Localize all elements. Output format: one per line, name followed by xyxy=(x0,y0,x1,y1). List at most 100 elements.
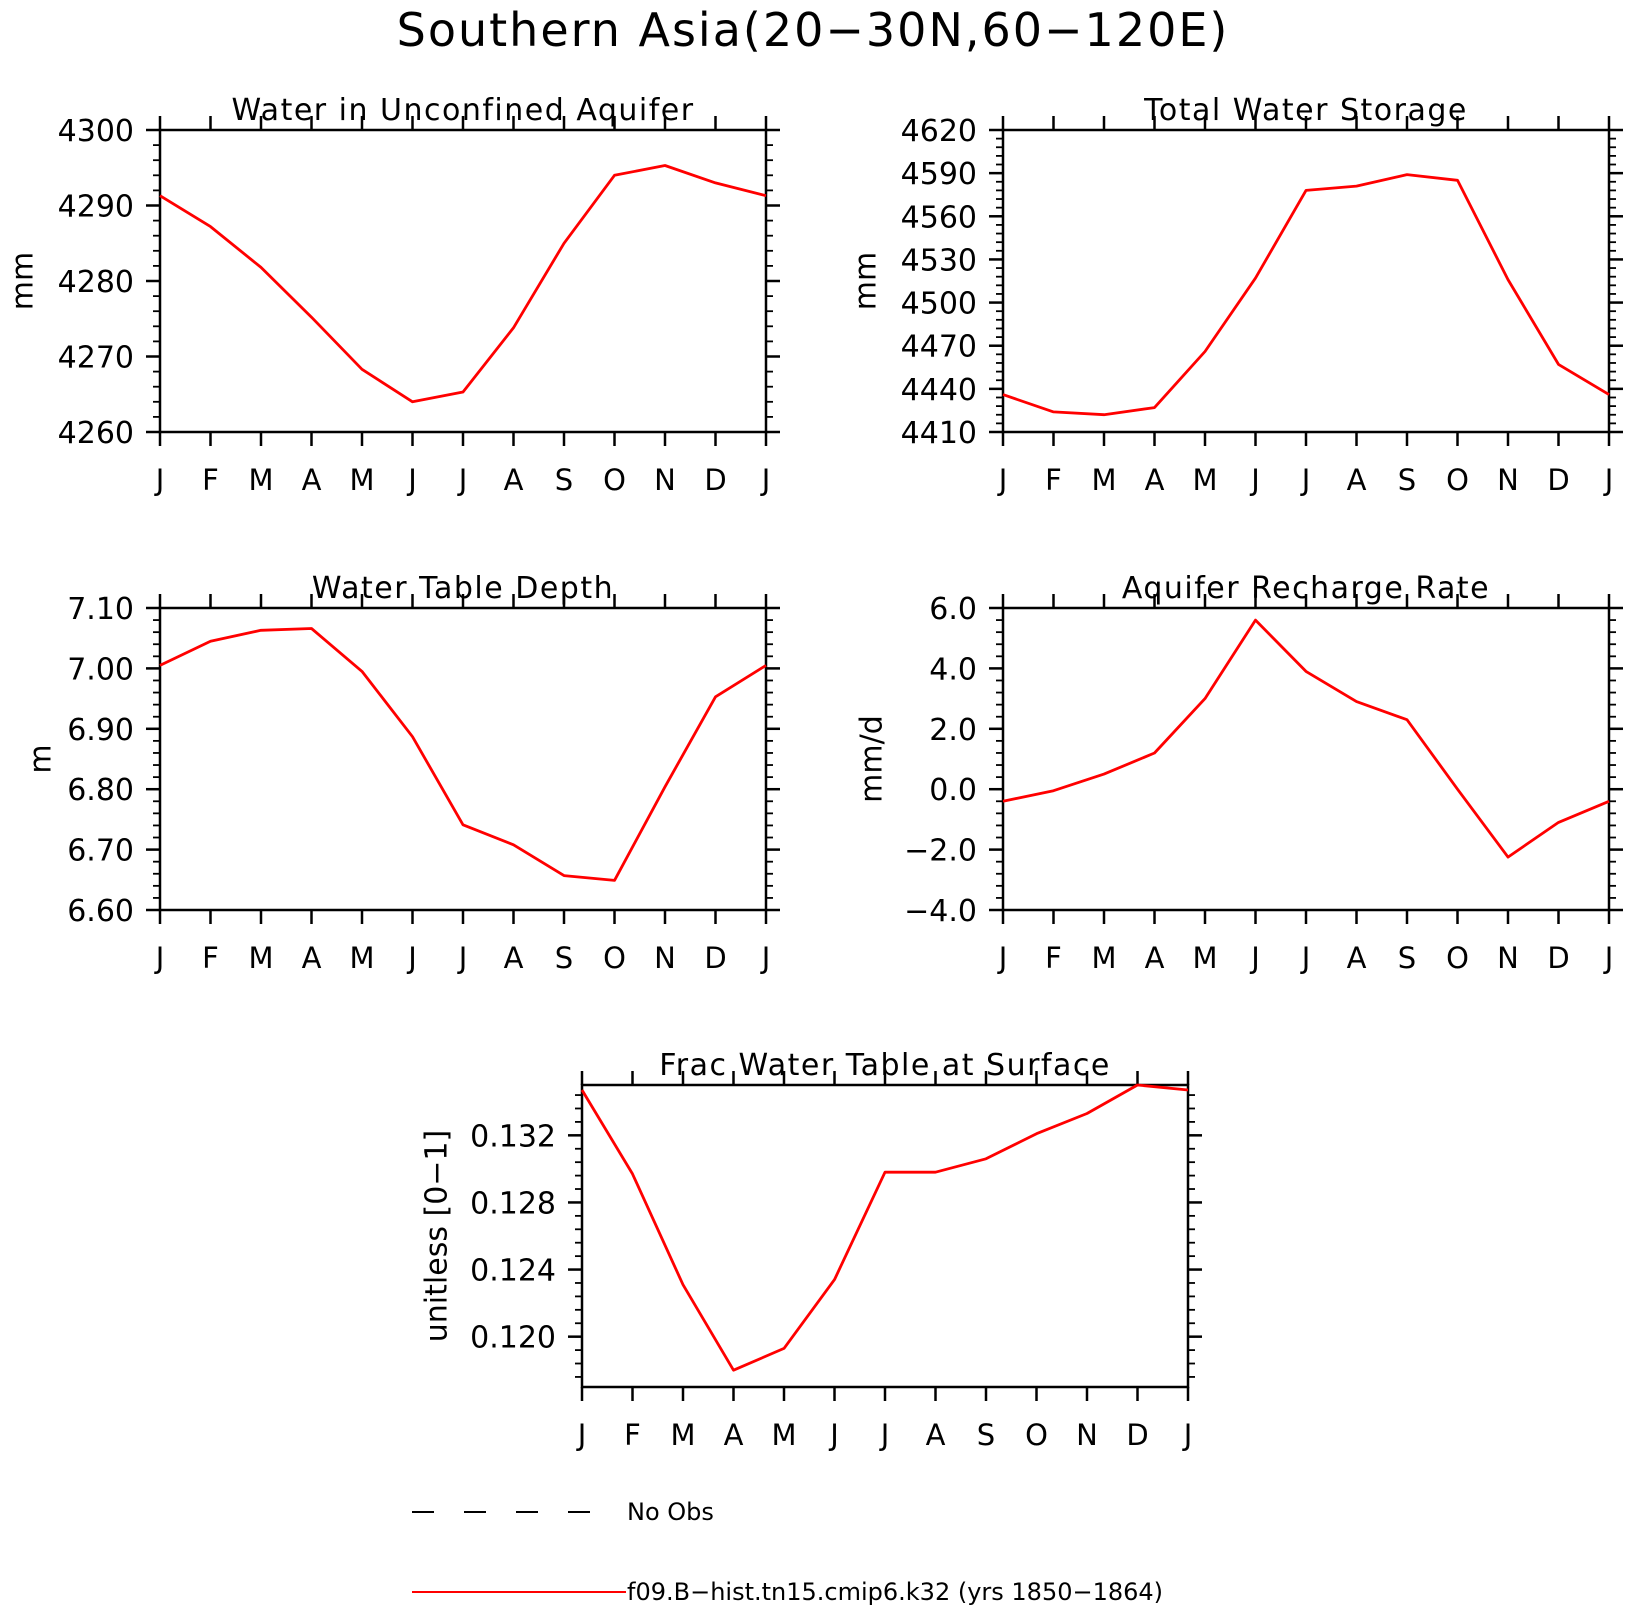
series-line xyxy=(159,627,767,882)
x-tick-label: A xyxy=(1347,941,1367,975)
x-tick-label: J xyxy=(1603,941,1614,975)
x-tick-label: A xyxy=(724,1418,744,1452)
x-tick-label: F xyxy=(202,463,219,497)
x-tick-label: J xyxy=(1603,463,1614,497)
y-tick-label: 4410 xyxy=(901,416,977,451)
y-tick-label: 4590 xyxy=(901,157,977,192)
y-tick-label: 7.00 xyxy=(67,652,134,687)
x-tick-label: A xyxy=(1145,941,1165,975)
series-line xyxy=(580,1083,1189,1372)
x-tick-label: M xyxy=(248,941,273,975)
y-tick-label: 6.90 xyxy=(67,713,134,748)
x-tick-label: F xyxy=(1045,941,1062,975)
y-axis-label: unitless [0−1] xyxy=(420,1130,455,1342)
x-tick-label: O xyxy=(603,941,626,975)
y-tick-label: 4300 xyxy=(58,114,134,149)
x-tick-label: J xyxy=(828,1418,839,1452)
x-tick-label: O xyxy=(1025,1418,1048,1452)
x-tick-label: M xyxy=(349,941,374,975)
x-tick-label: N xyxy=(1497,463,1519,497)
legend-label-model: f09.B−hist.tn15.cmip6.k32 (yrs 1850−1864… xyxy=(627,1578,1164,1606)
x-tick-label: J xyxy=(1249,463,1260,497)
x-tick-label: S xyxy=(1398,941,1416,975)
figure-title: Southern Asia(20−30N,60−120E) xyxy=(396,3,1230,57)
x-tick-label: D xyxy=(704,463,726,497)
x-tick-label: J xyxy=(406,463,417,497)
x-tick-label: A xyxy=(1145,463,1165,497)
x-tick-label: M xyxy=(1192,463,1217,497)
x-tick-label: N xyxy=(654,941,676,975)
x-tick-label: J xyxy=(576,1418,587,1452)
y-tick-label: 6.70 xyxy=(67,834,134,869)
y-tick-label: 6.80 xyxy=(67,773,134,808)
x-tick-label: S xyxy=(555,941,573,975)
x-tick-label: J xyxy=(154,463,165,497)
x-tick-label: J xyxy=(406,941,417,975)
x-tick-label: A xyxy=(504,463,524,497)
y-tick-label: 0.124 xyxy=(470,1254,556,1289)
x-tick-label: F xyxy=(624,1418,641,1452)
x-tick-label: M xyxy=(1091,941,1116,975)
y-tick-label: 4260 xyxy=(58,416,134,451)
x-tick-label: F xyxy=(1045,463,1062,497)
y-tick-label: 0.132 xyxy=(470,1119,556,1154)
y-tick-label: 6.0 xyxy=(929,592,977,627)
x-tick-label: J xyxy=(760,941,771,975)
y-axis-label: mm xyxy=(6,252,41,310)
y-tick-label: 0.120 xyxy=(470,1321,556,1356)
x-tick-label: J xyxy=(997,941,1008,975)
x-tick-label: A xyxy=(504,941,524,975)
y-tick-label: 4470 xyxy=(901,330,977,365)
x-tick-label: S xyxy=(977,1418,995,1452)
y-axis-label: m xyxy=(24,744,59,773)
y-tick-label: 6.60 xyxy=(67,894,134,929)
x-tick-label: N xyxy=(1076,1418,1098,1452)
x-tick-label: J xyxy=(1300,463,1311,497)
x-tick-label: A xyxy=(302,941,322,975)
x-tick-label: J xyxy=(1300,941,1311,975)
y-tick-label: 2.0 xyxy=(929,713,977,748)
x-tick-label: J xyxy=(457,463,468,497)
x-tick-label: A xyxy=(1347,463,1367,497)
x-tick-label: J xyxy=(760,463,771,497)
x-tick-label: J xyxy=(457,941,468,975)
x-tick-label: J xyxy=(879,1418,890,1452)
x-tick-label: S xyxy=(1398,463,1416,497)
legend-label-no-obs: No Obs xyxy=(627,1498,714,1526)
y-axis-label: mm/d xyxy=(855,715,890,803)
x-tick-label: M xyxy=(1192,941,1217,975)
x-tick-label: A xyxy=(302,463,322,497)
x-tick-label: D xyxy=(704,941,726,975)
x-tick-label: M xyxy=(1091,463,1116,497)
y-tick-label: 4280 xyxy=(58,265,134,300)
y-tick-label: 0.0 xyxy=(929,773,977,808)
x-tick-label: M xyxy=(771,1418,796,1452)
x-tick-label: S xyxy=(555,463,573,497)
y-tick-label: 4530 xyxy=(901,243,977,278)
x-tick-label: D xyxy=(1547,463,1569,497)
y-axis-label: mm xyxy=(849,252,884,310)
x-tick-label: J xyxy=(997,463,1008,497)
y-tick-label: 4560 xyxy=(901,200,977,235)
y-tick-label: 7.10 xyxy=(67,592,134,627)
y-tick-label: 4270 xyxy=(58,341,134,376)
y-tick-label: −4.0 xyxy=(904,894,977,929)
x-tick-label: A xyxy=(926,1418,946,1452)
y-tick-label: 4.0 xyxy=(929,652,977,687)
x-tick-label: F xyxy=(202,941,219,975)
x-tick-label: J xyxy=(154,941,165,975)
y-tick-label: 4290 xyxy=(58,190,134,225)
x-tick-label: O xyxy=(603,463,626,497)
x-tick-label: J xyxy=(1182,1418,1193,1452)
x-tick-label: O xyxy=(1446,941,1469,975)
y-tick-label: 4500 xyxy=(901,287,977,322)
y-tick-label: 4620 xyxy=(901,114,977,149)
x-tick-label: D xyxy=(1126,1418,1148,1452)
y-tick-label: 4440 xyxy=(901,373,977,408)
